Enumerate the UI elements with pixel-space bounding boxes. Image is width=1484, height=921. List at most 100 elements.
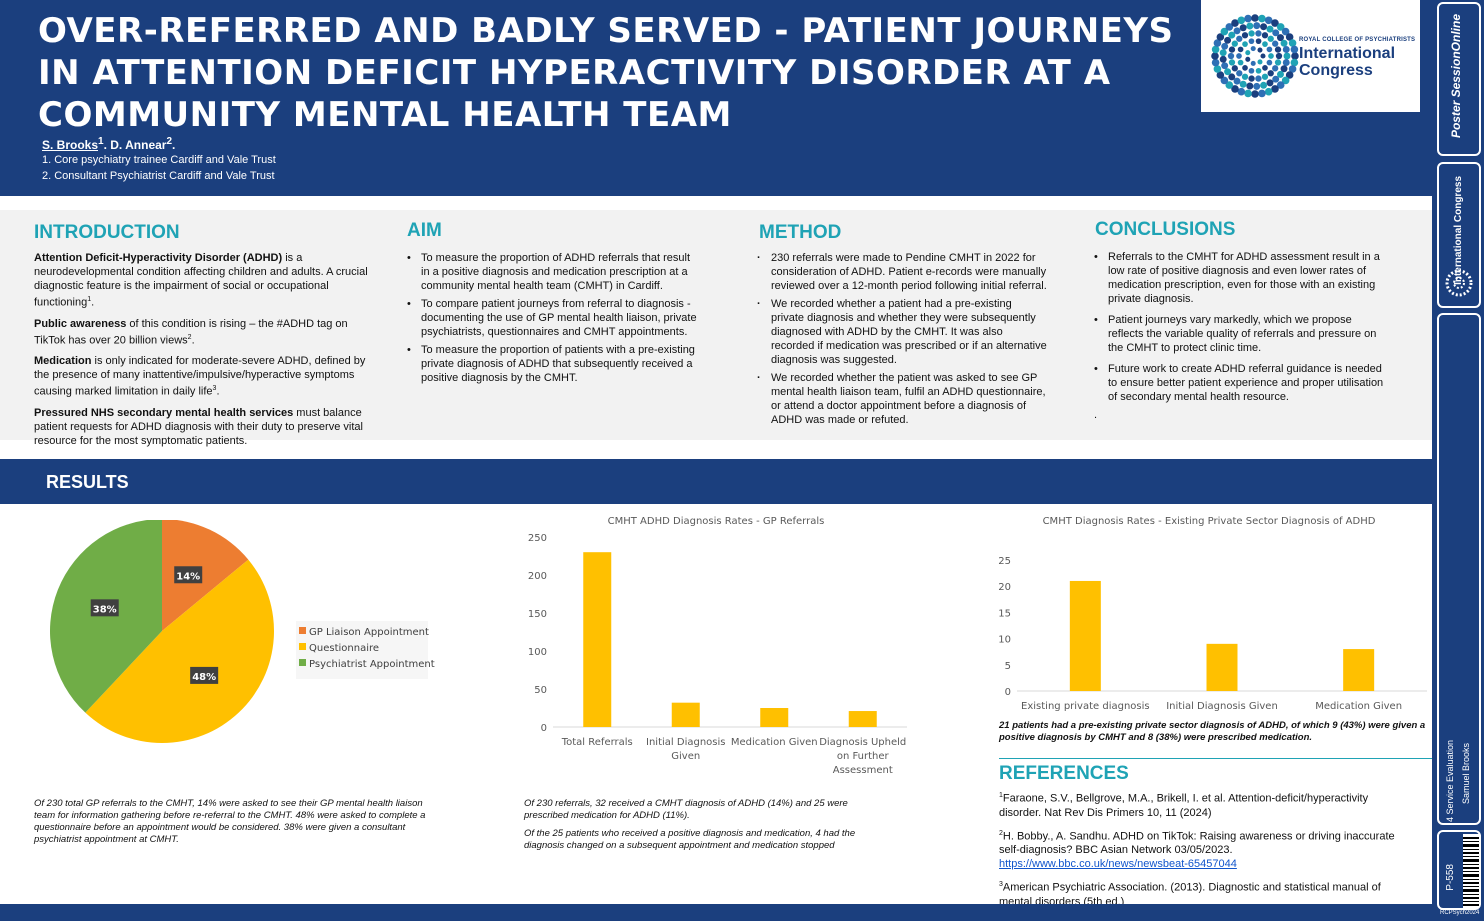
sidebar-footer: RCPSych2024 — [1440, 910, 1480, 916]
logo-dot — [1241, 73, 1249, 80]
logo-dot — [1261, 73, 1269, 80]
logo-dot — [1291, 52, 1299, 60]
bar — [671, 702, 700, 727]
logo-dot — [1244, 14, 1252, 23]
congress-badge[interactable]: International Congress — [1437, 162, 1481, 308]
intro-p2-end: . — [191, 334, 195, 347]
y-tick-label: 150 — [528, 609, 547, 620]
bar — [583, 552, 612, 727]
logo-dot — [1290, 45, 1299, 54]
logo-dot — [1228, 59, 1236, 66]
author-2-sup: 2 — [166, 136, 173, 147]
pie-label-bg — [190, 666, 219, 684]
logo-dot — [1228, 31, 1236, 39]
logo-dot — [1231, 85, 1239, 93]
logo-dot — [1276, 34, 1284, 42]
bar — [1069, 580, 1101, 691]
logo-dot — [1282, 45, 1290, 53]
y-tick-label: 10 — [998, 635, 1011, 646]
method-item: 230 referrals were made to Pendine CMHT … — [757, 251, 1047, 293]
y-tick-label: 15 — [998, 608, 1011, 619]
logo-dot — [1221, 62, 1229, 70]
intro-p3-end: . — [216, 385, 220, 398]
logo-dot — [1288, 65, 1297, 73]
logo-dot — [1272, 40, 1279, 47]
legend-label: GP Liaison Appointment — [309, 627, 429, 638]
author-label: Samuel Brooks — [1461, 743, 1471, 805]
ref-3-sup: 3 — [999, 881, 1003, 889]
logo-dot — [1224, 36, 1232, 44]
pie-legend: GP Liaison Appointment Questionnaire Psych… — [296, 621, 435, 679]
logo-dot — [1228, 73, 1236, 81]
logo-dot — [1242, 65, 1248, 71]
logo-dot — [1239, 24, 1247, 32]
logo-dot — [1281, 27, 1290, 36]
intro-p1-end: . — [91, 296, 95, 309]
conclusions-heading: CONCLUSIONS — [1095, 219, 1236, 240]
y-tick-label: 5 — [1005, 661, 1011, 672]
logo-dot — [1264, 16, 1273, 25]
author-1: S. Brooks — [42, 138, 99, 152]
bar1-caption: Of 230 referrals, 32 received a CMHT dia… — [524, 798, 894, 858]
logo-dot — [1257, 47, 1263, 53]
logo-dot — [1258, 89, 1266, 98]
aim-heading: AIM — [407, 220, 442, 241]
logo-dot — [1242, 41, 1248, 47]
logo-dot — [1231, 65, 1238, 72]
x-tick-label: Diagnosis Upheld — [819, 737, 906, 748]
logo-dot — [1213, 65, 1222, 73]
conclusion-item: Referrals to the CMHT for ADHD assessmen… — [1094, 250, 1384, 306]
author-1-sup: 1 — [98, 136, 104, 147]
logo-dot — [1268, 53, 1274, 59]
bar1-caption-a: Of 230 referrals, 32 received a CMHT dia… — [524, 798, 848, 821]
intro-p3-sup: 3 — [212, 385, 217, 393]
logo-dot — [1276, 23, 1285, 31]
category-label: 4 Service Evaluation — [1445, 740, 1455, 823]
intro-p4-text: must balance patient requests for ADHD d… — [34, 406, 363, 447]
ref-2-text: H. Bobby., A. Sandhu. ADHD on TikTok: Ra… — [999, 830, 1395, 857]
logo-dot — [1225, 81, 1234, 89]
legend-label: Questionnaire — [309, 643, 379, 654]
globe-dots-icon — [1211, 14, 1299, 98]
legend-swatch — [299, 659, 306, 666]
logo-dot — [1237, 46, 1244, 53]
header-banner: OVER-REFERRED AND BADLY SERVED - PATIENT… — [0, 0, 1432, 196]
reference-item: 2H. Bobby., A. Sandhu. ADHD on TikTok: R… — [999, 827, 1409, 872]
intro-paragraph: Medication is only indicated for moderat… — [34, 354, 374, 399]
references-divider — [999, 758, 1432, 759]
references-heading: REFERENCES — [999, 763, 1129, 784]
y-tick-label: 250 — [528, 533, 547, 544]
logo-dot — [1275, 52, 1283, 60]
ref-2-link[interactable]: https://www.bbc.co.uk/news/newsbeat-6545… — [999, 858, 1237, 871]
author-separator: . D. Annear — [103, 138, 167, 152]
introduction-body: Attention Deficit-Hyperactivity Disorder… — [34, 251, 374, 455]
conclusion-item: Future work to create ADHD referral guid… — [1094, 362, 1384, 404]
poster-session-online-badge[interactable]: Poster SessionOnline — [1437, 2, 1481, 156]
logo-dot — [1248, 30, 1255, 37]
logo-dot — [1233, 27, 1241, 35]
conclusions-trailing: . — [1094, 409, 1098, 421]
logo-dot — [1211, 58, 1220, 67]
chart-title: CMHT Diagnosis Rates - Existing Private … — [1043, 516, 1376, 527]
logo-dot — [1245, 56, 1251, 62]
logo-dot — [1272, 75, 1280, 83]
logo-dot — [1237, 59, 1244, 66]
footer-bar — [0, 904, 1432, 921]
poster-id: P-558 — [1445, 864, 1456, 891]
aim-item: To measure the proportion of ADHD referr… — [407, 251, 697, 293]
pie-data-label: 38% — [93, 604, 117, 615]
bar — [760, 708, 789, 727]
logo-dot — [1255, 38, 1262, 45]
logo-dot — [1262, 65, 1268, 71]
logo-dot — [1274, 46, 1282, 53]
logo-dot — [1237, 87, 1246, 96]
logo-dot — [1260, 81, 1268, 89]
pie-label-bg — [90, 599, 119, 617]
bar — [1343, 649, 1375, 691]
pie-slice — [85, 559, 274, 743]
logo-dot — [1266, 25, 1274, 33]
intro-p2-text: of this condition is rising – the #ADHD … — [34, 317, 348, 347]
bar — [848, 711, 877, 727]
ref-1-text: Faraone, S.V., Bellgrove, M.A., Brikell,… — [999, 792, 1369, 819]
logo-dot — [1219, 49, 1227, 57]
